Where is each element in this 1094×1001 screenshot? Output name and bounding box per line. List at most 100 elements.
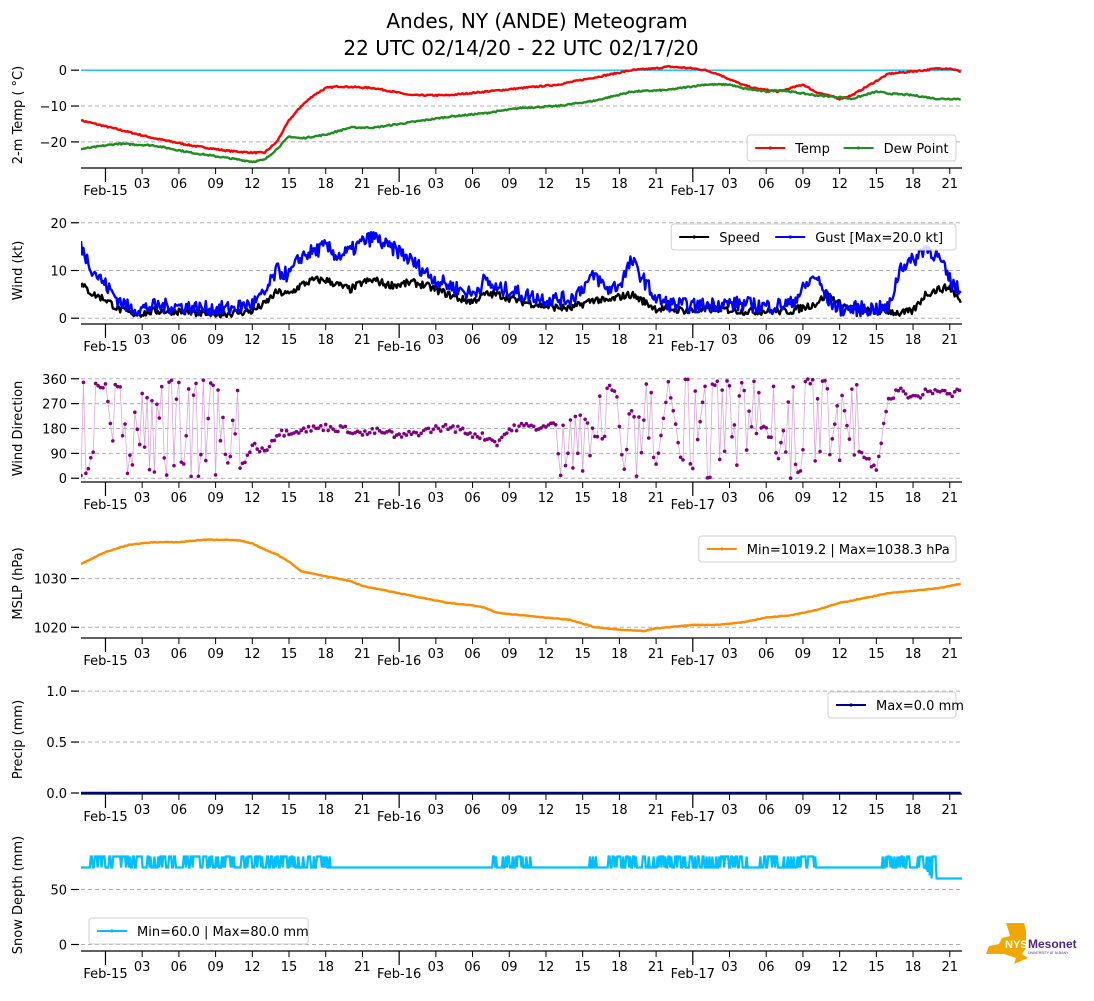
xtick-minor-label: 09 bbox=[501, 647, 518, 662]
chart-title-line1: Andes, NY (ANDE) Meteogram bbox=[386, 9, 687, 33]
ytick-label: 0 bbox=[59, 64, 67, 79]
wind-direction-point bbox=[389, 430, 394, 434]
wind-direction-point bbox=[730, 435, 734, 439]
xtick-minor-label: 21 bbox=[648, 647, 665, 662]
wind-direction-point bbox=[850, 387, 854, 391]
wind-direction-point bbox=[179, 460, 184, 464]
wind-direction-point bbox=[299, 428, 304, 433]
wind-direction-point bbox=[137, 442, 142, 447]
xtick-minor-label: 21 bbox=[354, 177, 371, 192]
xtick-minor-label: 06 bbox=[758, 177, 775, 192]
wind-direction-point bbox=[847, 437, 852, 441]
wind-direction-point bbox=[916, 394, 920, 398]
wind-direction-point bbox=[111, 439, 115, 443]
wind-direction-point bbox=[637, 415, 641, 419]
wind-direction-point bbox=[453, 430, 458, 434]
wind-direction-point bbox=[500, 435, 504, 440]
wind-direction-point bbox=[125, 471, 130, 476]
series-group bbox=[81, 64, 961, 164]
panel-temp: 0 −10 −20 2-m Temp ( °C) Feb-15 Feb-16 Feb-17 0… bbox=[11, 64, 962, 199]
panel-mslp: 1020 1030 MSLP (hPa) Feb-15 Feb-16 Feb-17 03 06… bbox=[11, 535, 962, 669]
wind-direction-point bbox=[243, 460, 247, 465]
wind-direction-point bbox=[585, 421, 590, 425]
xtick-minor-label: 03 bbox=[134, 647, 151, 662]
xtick-major-label: Feb-17 bbox=[671, 340, 715, 355]
wind-direction-point bbox=[96, 383, 100, 388]
y-axis-label: Wind Direction bbox=[11, 381, 26, 477]
wind-direction-point bbox=[617, 424, 622, 429]
xtick-minor-label: 09 bbox=[207, 960, 224, 975]
xtick-minor-label: 21 bbox=[941, 177, 958, 192]
wind-direction-point bbox=[495, 443, 499, 448]
wind-direction-point bbox=[230, 418, 235, 423]
xtick-minor-label: 09 bbox=[501, 491, 518, 506]
wind-direction-point bbox=[725, 379, 729, 383]
wind-direction-point bbox=[514, 428, 519, 433]
wind-direction-point bbox=[590, 426, 595, 430]
wind-direction-point bbox=[600, 437, 605, 441]
legend-label: Speed bbox=[719, 231, 760, 246]
xtick-minor-label: 09 bbox=[795, 803, 812, 818]
wind-direction-point bbox=[666, 379, 671, 384]
series-group bbox=[81, 538, 962, 633]
wind-direction-point bbox=[779, 440, 783, 445]
wind-direction-point bbox=[404, 433, 409, 437]
wind-direction-point bbox=[879, 441, 884, 446]
wind-direction-point bbox=[492, 439, 497, 444]
wind-direction-point bbox=[703, 384, 707, 389]
wind-direction-point bbox=[164, 473, 169, 477]
xtick-minor-label: 15 bbox=[868, 960, 885, 975]
wind-direction-point bbox=[177, 380, 181, 385]
wind-direction-point bbox=[522, 423, 526, 428]
wind-direction-point bbox=[651, 455, 656, 460]
xtick-minor-label: 03 bbox=[428, 333, 445, 348]
wind-direction-point bbox=[815, 396, 820, 401]
xtick-minor-label: 03 bbox=[134, 960, 151, 975]
wind-direction-point bbox=[695, 437, 700, 442]
wind-direction-point bbox=[267, 444, 272, 449]
wind-direction-point bbox=[786, 400, 791, 404]
wind-direction-point bbox=[754, 431, 759, 436]
wind-direction-point bbox=[903, 392, 908, 396]
wind-direction-point bbox=[852, 453, 857, 457]
xtick-minor-label: 18 bbox=[905, 647, 922, 662]
series-group bbox=[81, 377, 962, 481]
wind-direction-point bbox=[698, 419, 702, 424]
xtick-minor-label: 03 bbox=[721, 333, 738, 348]
xtick-minor-label: 12 bbox=[538, 491, 555, 506]
xtick-minor-label: 15 bbox=[281, 177, 298, 192]
nys-mesonet-logo: NYS Mesonet UNIVERSITY AT ALBANY bbox=[986, 923, 1077, 964]
legend-marker bbox=[692, 235, 696, 239]
wind-direction-point bbox=[624, 447, 629, 452]
wind-direction-point bbox=[434, 424, 438, 428]
wind-direction-point bbox=[336, 429, 340, 434]
xtick-minor-label: 15 bbox=[281, 491, 298, 506]
wind-direction-point bbox=[732, 423, 737, 427]
xtick-minor-label: 12 bbox=[831, 491, 848, 506]
xtick-minor-label: 06 bbox=[758, 647, 775, 662]
xtick-minor-label: 18 bbox=[905, 803, 922, 818]
xtick-minor-label: 03 bbox=[134, 803, 151, 818]
legend-label: Temp bbox=[794, 142, 830, 157]
wind-direction-point bbox=[184, 434, 189, 438]
xtick-minor-label: 18 bbox=[611, 803, 628, 818]
wind-direction-point bbox=[771, 384, 776, 389]
xtick-minor-label: 03 bbox=[134, 333, 151, 348]
wind-direction-point bbox=[720, 388, 724, 392]
xtick-minor-label: 06 bbox=[171, 960, 188, 975]
wind-direction-point bbox=[598, 394, 602, 398]
xtick-minor-label: 18 bbox=[611, 333, 628, 348]
xtick-minor-label: 06 bbox=[464, 177, 481, 192]
wind-direction-point bbox=[881, 421, 886, 426]
wind-direction-point bbox=[742, 388, 746, 393]
ytick-label: 20 bbox=[50, 217, 67, 232]
xtick-minor-label: 18 bbox=[905, 960, 922, 975]
wind-direction-point bbox=[832, 422, 837, 426]
wind-direction-point bbox=[81, 380, 86, 385]
wind-direction-point bbox=[157, 416, 162, 420]
wind-direction-point bbox=[216, 388, 220, 392]
xtick-minor-label: 03 bbox=[428, 177, 445, 192]
wind-direction-point bbox=[407, 429, 411, 434]
xtick-major-label: Feb-17 bbox=[671, 498, 715, 513]
legend-marker bbox=[720, 547, 724, 551]
